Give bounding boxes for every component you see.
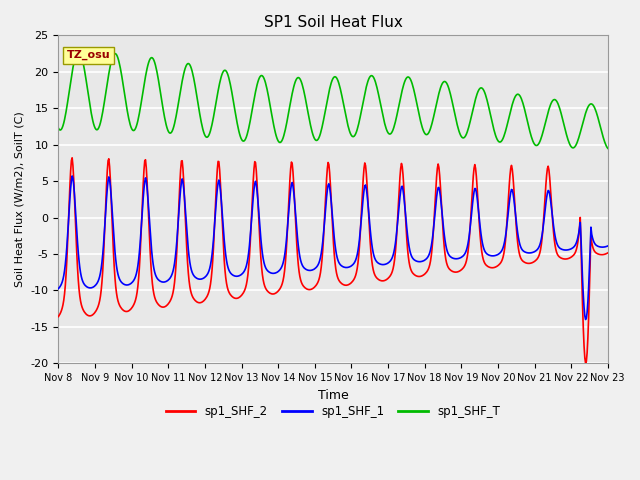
sp1_SHF_1	[54, 286, 62, 291]
sp1_SHF_T	[207, 128, 214, 134]
sp1_SHF_1	[68, 173, 76, 179]
sp1_SHF_T	[401, 79, 408, 85]
sp1_SHF_1	[582, 317, 589, 323]
sp1_SHF_T	[54, 125, 62, 131]
sp1_SHF_T	[65, 95, 72, 100]
Title: SP1 Soil Heat Flux: SP1 Soil Heat Flux	[264, 15, 403, 30]
sp1_SHF_T	[604, 145, 612, 151]
sp1_SHF_2	[65, 222, 72, 228]
sp1_SHF_1	[604, 243, 612, 249]
sp1_SHF_1	[177, 180, 185, 185]
Line: sp1_SHF_2: sp1_SHF_2	[58, 158, 608, 363]
sp1_SHF_2	[417, 274, 424, 279]
sp1_SHF_1	[207, 262, 214, 268]
sp1_SHF_T	[74, 48, 82, 54]
Y-axis label: Soil Heat Flux (W/m2), SoilT (C): Soil Heat Flux (W/m2), SoilT (C)	[15, 111, 25, 287]
sp1_SHF_T	[177, 83, 185, 88]
sp1_SHF_1	[122, 282, 129, 288]
sp1_SHF_2	[177, 158, 185, 164]
Line: sp1_SHF_T: sp1_SHF_T	[58, 51, 608, 148]
sp1_SHF_1	[65, 221, 72, 227]
Legend: sp1_SHF_2, sp1_SHF_1, sp1_SHF_T: sp1_SHF_2, sp1_SHF_1, sp1_SHF_T	[161, 401, 505, 423]
sp1_SHF_2	[604, 250, 612, 256]
sp1_SHF_2	[207, 281, 214, 287]
sp1_SHF_2	[401, 197, 408, 203]
sp1_SHF_1	[401, 200, 408, 206]
sp1_SHF_2	[122, 309, 129, 314]
sp1_SHF_T	[417, 118, 424, 124]
sp1_SHF_1	[417, 259, 424, 264]
sp1_SHF_2	[68, 155, 76, 161]
Line: sp1_SHF_1: sp1_SHF_1	[58, 176, 608, 320]
sp1_SHF_T	[122, 98, 129, 104]
X-axis label: Time: Time	[317, 389, 348, 402]
sp1_SHF_2	[582, 360, 589, 366]
sp1_SHF_2	[54, 314, 62, 320]
Text: TZ_osu: TZ_osu	[67, 50, 110, 60]
